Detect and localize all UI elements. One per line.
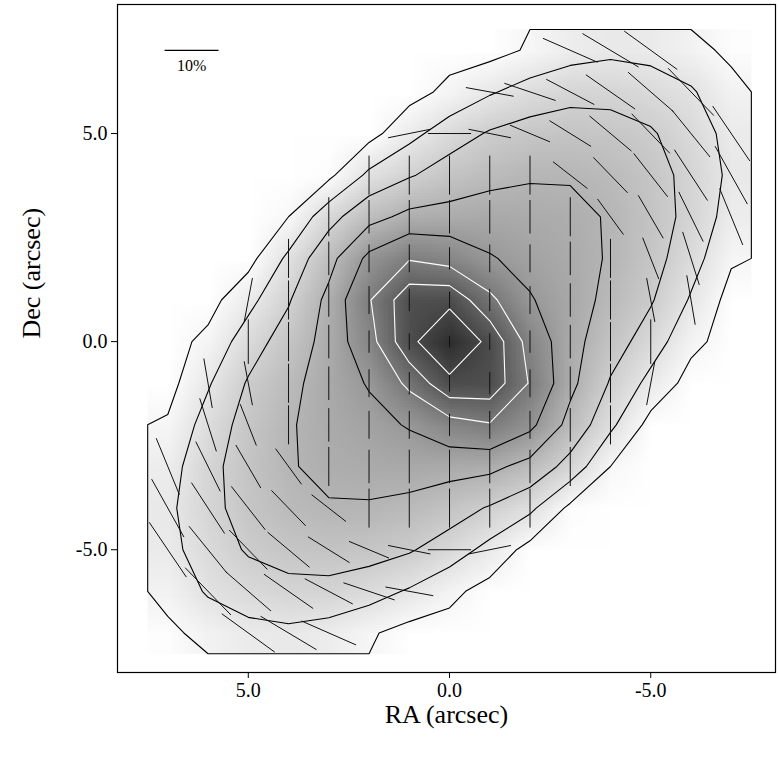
- svg-text:5.0: 5.0: [236, 679, 261, 701]
- svg-text:0.0: 0.0: [83, 330, 108, 352]
- svg-text:10%: 10%: [177, 57, 206, 74]
- svg-text:0.0: 0.0: [437, 679, 462, 701]
- svg-text:RA (arcsec): RA (arcsec): [385, 700, 508, 729]
- svg-text:Dec (arcsec): Dec (arcsec): [17, 208, 46, 339]
- svg-text:5.0: 5.0: [83, 122, 108, 144]
- svg-text:-5.0: -5.0: [635, 679, 667, 701]
- svg-text:-5.0: -5.0: [76, 538, 108, 560]
